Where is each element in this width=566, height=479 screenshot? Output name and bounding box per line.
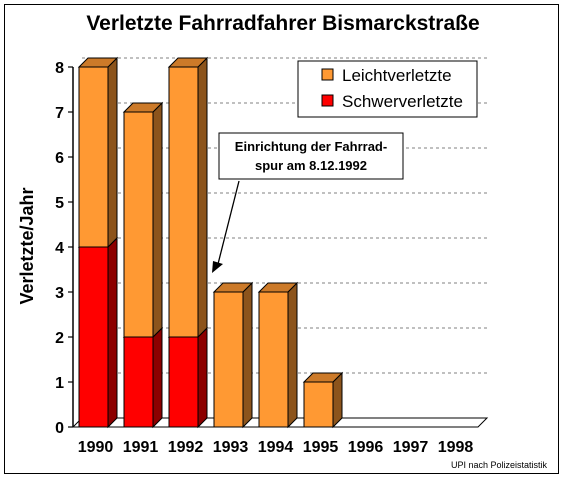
chart-title: Verletzte Fahrradfahrer Bismarckstraße: [86, 12, 479, 35]
bar-front: [168, 66, 199, 338]
x-tick-label: 1993: [213, 439, 249, 456]
bar-front: [78, 66, 109, 248]
source-note: UPI nach Polizeistatistik: [451, 460, 548, 470]
y-tick-label: 6: [55, 150, 64, 167]
bar-front: [123, 111, 154, 338]
y-tick-label: 4: [55, 240, 64, 257]
bar-front: [78, 246, 109, 428]
x-tick-label: 1991: [123, 439, 159, 456]
annotation-line-1: Einrichtung der Fahrrad-: [235, 139, 387, 154]
bar-segment-leichtverletzte-1995: [302, 371, 344, 429]
bar-top: [212, 282, 254, 293]
y-tick-label: 0: [55, 420, 64, 437]
legend-label-leichtverletzte: Leichtverletzte: [342, 66, 452, 85]
y-tick-label: 5: [55, 195, 64, 212]
bar-top: [122, 102, 164, 113]
legend-swatch-leichtverletzte: [321, 68, 334, 81]
annotation-arrow-line: [217, 180, 240, 265]
bar-top: [167, 57, 209, 68]
x-tick-label: 1997: [393, 439, 429, 456]
bar-segment-leichtverletzte-1992: [167, 56, 209, 339]
bar-top: [257, 282, 299, 293]
bar-segment-leichtverletzte-1993: [212, 281, 254, 429]
y-tick-labels: 0 1 2 3 4 5 6 7 8: [55, 60, 64, 437]
bars: [77, 56, 344, 429]
y-tick-label: 2: [55, 330, 64, 347]
bar-side: [197, 56, 208, 339]
annotation-box: [218, 132, 404, 180]
x-tick-label: 1995: [303, 439, 339, 456]
bar-top: [77, 57, 119, 68]
bar-front: [258, 291, 289, 428]
bar-front: [213, 291, 244, 428]
bar-segment-schwerverletzte-1991: [122, 326, 164, 429]
annotation-arrow-head: [212, 261, 223, 273]
bar-top: [302, 372, 344, 383]
legend-swatch-schwerverletzte: [321, 94, 334, 107]
annotation: Einrichtung der Fahrrad- spur am 8.12.19…: [212, 132, 404, 273]
y-tick-label: 7: [55, 105, 64, 122]
bar-side: [107, 236, 118, 429]
y-axis-label: Verletzte/Jahr: [17, 187, 37, 304]
legend-label-schwerverletzte: Schwerverletzte: [342, 92, 463, 111]
bar-side: [107, 56, 118, 249]
x-tick-label: 1992: [168, 439, 204, 456]
x-tick-label: 1994: [258, 439, 294, 456]
bar-front: [123, 336, 154, 428]
annotation-line-2: spur am 8.12.1992: [255, 158, 367, 173]
x-tick-labels: 1990 1991 1992 1993 1994 1995 1996 1997 1998: [78, 439, 474, 456]
bar-segment-leichtverletzte-1991: [122, 101, 164, 339]
bar-segment-leichtverletzte-1994: [257, 281, 299, 429]
y-tick-label: 3: [55, 285, 64, 302]
x-tick-label: 1998: [438, 439, 474, 456]
bar-segment-schwerverletzte-1992: [167, 326, 209, 429]
bar-front: [303, 381, 334, 428]
x-tick-label: 1996: [348, 439, 384, 456]
bar-side: [152, 101, 163, 339]
bar-segment-leichtverletzte-1990: [77, 56, 119, 249]
y-tick-label: 1: [55, 375, 64, 392]
bar-side: [242, 281, 253, 429]
legend: Leichtverletzte Schwerverletzte: [297, 60, 478, 118]
bar-segment-schwerverletzte-1990: [77, 236, 119, 429]
bar-side: [287, 281, 298, 429]
bar-side: [152, 326, 163, 429]
y-tick-label: 8: [55, 60, 64, 77]
x-tick-label: 1990: [78, 439, 114, 456]
bar-front: [168, 336, 199, 428]
bar-side: [197, 326, 208, 429]
